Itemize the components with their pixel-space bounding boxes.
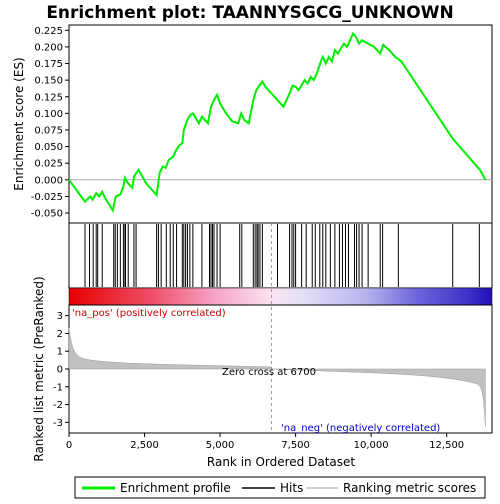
neg-label: 'na_neg' (negatively correlated) [281, 423, 440, 434]
x-tick-label: 0 [66, 440, 72, 451]
x-tick-label: 5,000 [206, 440, 235, 451]
hits-panel [68, 222, 493, 289]
rank-color-bar [68, 287, 493, 306]
es-y-ticks: -0.050 -0.025 0.000 0.025 0.050 0.075 0.100 0.1… [31, 26, 69, 220]
es-y-tick-label: 0.200 [34, 42, 63, 53]
zero-cross-label: Zero cross at 6700 [222, 367, 316, 378]
x-tick-label: 10,000 [354, 440, 389, 451]
legend-label-profile: Enrichment profile [120, 481, 231, 495]
legend-frame [74, 476, 486, 499]
chart-title: Enrichment plot: TAANNYSGCG_UNKNOWN [46, 3, 453, 23]
metric-y-ticks: -3 -2 -1 0 1 2 3 [53, 311, 69, 429]
es-y-tick-label: 0.175 [34, 59, 63, 70]
metric-y-tick-label: -3 [53, 418, 63, 429]
hits-panel-frame [68, 222, 493, 289]
metric-x-ticks: 0 2,500 5,000 7,500 10,000 12,500 [66, 433, 464, 451]
es-y-tick-label: 0.075 [34, 125, 63, 136]
es-y-tick-label: 0.225 [34, 26, 63, 37]
metric-y-tick-label: -2 [53, 400, 63, 411]
ranking-metric-area [68, 327, 486, 427]
es-y-tick-label: 0.050 [34, 142, 63, 153]
metric-y-axis-label: Ranked list metric (PreRanked) [32, 276, 46, 461]
metric-y-tick-label: 2 [57, 329, 63, 340]
legend-label-hits: Hits [280, 481, 303, 495]
legend-label-metric: Ranking metric scores [343, 481, 476, 495]
es-y-tick-label: 0.150 [34, 76, 63, 87]
es-y-tick-label: 0.000 [34, 175, 63, 186]
pos-label: 'na_pos' (positively correlated) [72, 308, 226, 319]
metric-y-tick-label: -1 [53, 382, 63, 393]
es-y-tick-label: 0.125 [34, 92, 63, 103]
hit-markers [84, 224, 480, 287]
x-tick-label: 7,500 [281, 440, 310, 451]
es-panel: -0.050 -0.025 0.000 0.025 0.050 0.075 0.100 0.1… [12, 24, 493, 224]
metric-y-tick-label: 3 [57, 311, 63, 322]
x-tick-label: 2,500 [130, 440, 159, 451]
enrichment-profile-line [68, 31, 487, 214]
es-y-tick-label: -0.025 [31, 192, 63, 203]
es-y-axis-label: Enrichment score (ES) [12, 57, 26, 190]
x-axis-label: Rank in Ordered Dataset [207, 455, 355, 469]
metric-y-tick-label: 0 [57, 365, 63, 376]
es-y-tick-label: -0.050 [31, 209, 63, 220]
legend: Enrichment profile Hits Ranking metric s… [74, 476, 486, 499]
x-tick-label: 12,500 [429, 440, 464, 451]
metric-y-tick-label: 1 [57, 347, 63, 358]
es-y-tick-label: 0.025 [34, 159, 63, 170]
es-y-tick-label: 0.100 [34, 109, 63, 120]
es-panel-frame [68, 24, 493, 224]
